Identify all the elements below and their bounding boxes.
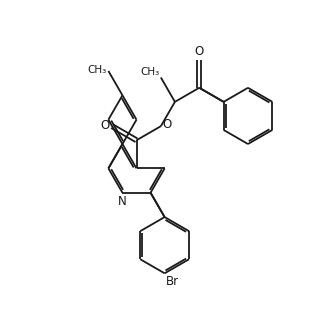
Text: Br: Br xyxy=(166,275,179,288)
Text: CH₃: CH₃ xyxy=(140,66,159,77)
Text: CH₃: CH₃ xyxy=(87,65,106,75)
Text: O: O xyxy=(100,119,110,132)
Text: O: O xyxy=(162,118,171,131)
Text: N: N xyxy=(117,195,126,208)
Text: O: O xyxy=(195,45,204,58)
